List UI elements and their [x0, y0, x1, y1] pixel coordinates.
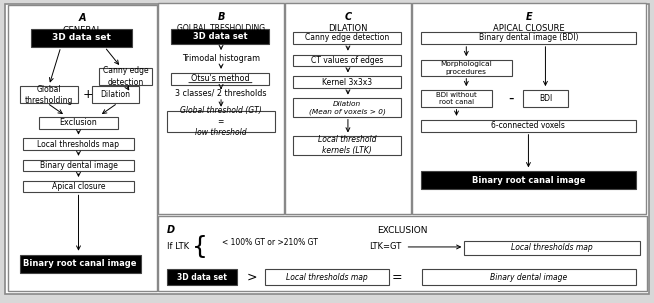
Text: D: D — [167, 225, 175, 235]
Text: CT values of edges: CT values of edges — [311, 56, 383, 65]
Text: BDI: BDI — [539, 94, 552, 103]
Bar — [158, 216, 647, 291]
Text: Otsu's method: Otsu's method — [191, 74, 250, 83]
Bar — [293, 32, 401, 44]
Text: Kernel 3x3x3: Kernel 3x3x3 — [322, 78, 372, 87]
Text: Binary dental image: Binary dental image — [490, 273, 568, 281]
Bar — [167, 111, 275, 132]
Text: Local thresholds map: Local thresholds map — [37, 140, 120, 149]
Text: Global threshold (GT)
=
low threshold: Global threshold (GT) = low threshold — [180, 106, 262, 137]
Bar — [422, 269, 636, 285]
Bar — [265, 269, 389, 285]
Text: >: > — [247, 271, 257, 284]
Text: Global
thresholding: Global thresholding — [25, 85, 73, 105]
Bar — [293, 136, 401, 155]
Text: 3 classes/ 2 thresholds: 3 classes/ 2 thresholds — [175, 89, 267, 98]
Text: Binary root canal image: Binary root canal image — [472, 176, 585, 185]
Bar — [171, 73, 269, 85]
Bar — [167, 269, 237, 285]
Text: LTK=GT: LTK=GT — [370, 242, 402, 251]
Text: A: A — [78, 13, 86, 23]
Text: GOLBAL TRESHOLDING: GOLBAL TRESHOLDING — [177, 24, 265, 33]
Bar — [39, 117, 118, 129]
Bar — [20, 86, 78, 103]
Bar — [23, 160, 134, 171]
Text: 3D data set: 3D data set — [177, 273, 227, 281]
Text: Local thresholds map: Local thresholds map — [286, 273, 368, 281]
Text: If LTK: If LTK — [167, 242, 189, 251]
Text: Exclusion: Exclusion — [60, 118, 97, 127]
Text: B: B — [217, 12, 225, 22]
Text: +: + — [82, 88, 93, 101]
Text: 3D data set: 3D data set — [193, 32, 248, 41]
Text: Binary dental image (BDI): Binary dental image (BDI) — [479, 33, 578, 42]
Text: BDI without
root canal: BDI without root canal — [436, 92, 477, 105]
Bar — [421, 60, 512, 76]
Text: 3D data set: 3D data set — [52, 33, 111, 42]
Bar — [8, 5, 157, 291]
Bar — [158, 3, 284, 214]
Bar — [421, 120, 636, 132]
Text: Morphological
procedures: Morphological procedures — [440, 61, 492, 75]
Text: < 100% GT or >210% GT: < 100% GT or >210% GT — [222, 238, 318, 247]
Bar — [421, 171, 636, 189]
Bar — [421, 90, 492, 107]
Text: Canny edge detection: Canny edge detection — [305, 33, 389, 42]
Bar — [293, 98, 401, 117]
Bar — [23, 181, 134, 192]
Text: DILATION: DILATION — [328, 24, 368, 33]
Bar — [421, 32, 636, 44]
Bar — [285, 3, 411, 214]
Text: Dilation: Dilation — [100, 90, 130, 99]
Text: Dilation
(Mean of voxels > 0): Dilation (Mean of voxels > 0) — [309, 101, 385, 115]
Text: {: { — [192, 235, 207, 259]
Bar — [31, 29, 132, 47]
Text: Canny edge
detection: Canny edge detection — [103, 66, 148, 87]
Bar — [293, 76, 401, 88]
Bar — [412, 3, 646, 214]
Bar — [464, 241, 640, 255]
Text: Binary root canal image: Binary root canal image — [24, 259, 137, 268]
Bar — [20, 255, 141, 273]
Text: Local thresholds map: Local thresholds map — [511, 243, 593, 252]
Bar — [523, 90, 568, 107]
Text: Apical closure: Apical closure — [52, 182, 105, 191]
Bar — [23, 138, 134, 150]
Text: GENERAL: GENERAL — [63, 26, 102, 35]
Text: Trimodal histogram: Trimodal histogram — [182, 54, 260, 63]
Text: -: - — [509, 91, 514, 106]
Text: Binary dental image: Binary dental image — [39, 161, 118, 170]
Text: EXCLUSION: EXCLUSION — [377, 226, 428, 235]
Text: 6-connected voxels: 6-connected voxels — [492, 121, 565, 130]
Bar — [293, 55, 401, 66]
Bar — [99, 68, 152, 85]
Bar — [92, 86, 139, 103]
Text: E: E — [526, 12, 532, 22]
Text: =: = — [392, 271, 402, 284]
Text: Local threshold
kernels (LTK): Local threshold kernels (LTK) — [318, 135, 376, 155]
Bar — [171, 29, 269, 44]
Text: C: C — [345, 12, 351, 22]
Text: APICAL CLOSURE: APICAL CLOSURE — [493, 24, 565, 33]
